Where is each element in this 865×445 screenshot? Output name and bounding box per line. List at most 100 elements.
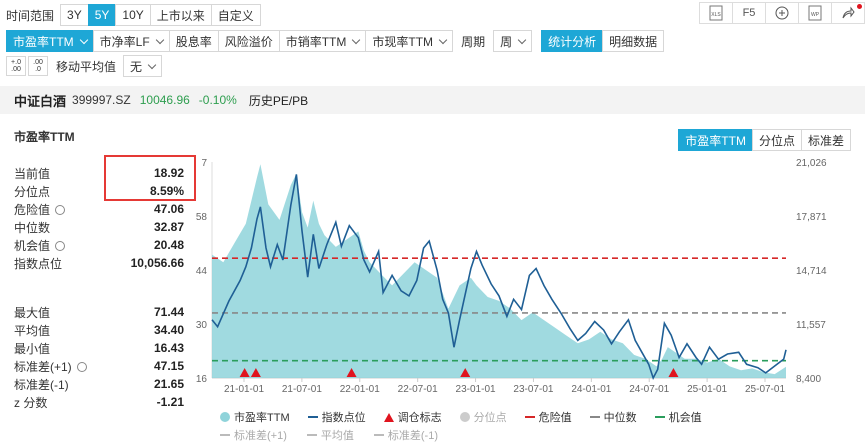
decrease-decimal-button[interactable]: .00 .0 bbox=[28, 56, 48, 76]
xls-icon: XLS bbox=[709, 5, 723, 21]
x-tick-label: 21-01-01 bbox=[224, 384, 264, 395]
svg-text:XLS: XLS bbox=[711, 12, 721, 18]
y-left-tick-label: 16 bbox=[196, 374, 208, 385]
moving-average-label: 移动平均值 bbox=[56, 59, 117, 74]
y-right-tick-label: 14,714 bbox=[796, 266, 827, 277]
gear-icon[interactable] bbox=[55, 204, 66, 215]
stat-label: 标准差(-1) bbox=[14, 377, 69, 392]
index-line-series bbox=[211, 174, 787, 381]
stat-max: 最大值 71.44 bbox=[14, 303, 184, 321]
view-stats-tab[interactable]: 统计分析 bbox=[541, 30, 604, 52]
stat-label: 标准差(+1) bbox=[14, 359, 72, 374]
legend-dash-icon bbox=[373, 434, 384, 436]
legend-rebalance[interactable]: 调仓标志 bbox=[383, 409, 442, 425]
rebalance-marker bbox=[239, 368, 250, 377]
index-mode: 历史PE/PB bbox=[248, 93, 309, 108]
x-tick-label: 22-07-01 bbox=[398, 384, 438, 395]
range-since-listing-button[interactable]: 上市以来 bbox=[149, 4, 212, 26]
plus-circle-icon bbox=[775, 6, 789, 20]
legend-index[interactable]: 指数点位 bbox=[307, 409, 366, 425]
legend-label: 危险值 bbox=[538, 412, 572, 424]
legend-pe[interactable]: 市盈率TTM bbox=[220, 409, 290, 425]
metric-dividend-yield-tab[interactable]: 股息率 bbox=[168, 30, 219, 52]
x-tick-label: 23-07-01 bbox=[513, 384, 553, 395]
metric-ps-ttm-tab[interactable]: 市销率TTM bbox=[278, 30, 367, 52]
x-tick-label: 24-01-01 bbox=[571, 384, 611, 395]
legend-std-plus[interactable]: 标准差(+1) bbox=[220, 427, 287, 443]
metric-risk-premium-tab[interactable]: 风险溢价 bbox=[217, 30, 280, 52]
share-button[interactable] bbox=[831, 2, 865, 24]
legend-mean[interactable]: 平均值 bbox=[306, 427, 354, 443]
index-info-bar: 中证白酒 399997.SZ 10046.96 -0.10% 历史PE/PB bbox=[0, 86, 865, 114]
metric-pb-lf-tab[interactable]: 市净率LF bbox=[92, 30, 170, 52]
moving-average-select[interactable]: 无 bbox=[123, 55, 163, 77]
stat-chance: 机会值 20.48 bbox=[14, 236, 184, 254]
stat-current: 当前值 18.92 bbox=[14, 164, 184, 182]
legend-label: 分位点 bbox=[473, 412, 507, 424]
stat-value: 8.59% bbox=[149, 184, 184, 198]
index-code: 399997.SZ bbox=[72, 93, 131, 107]
refresh-f5-button[interactable]: F5 bbox=[732, 2, 766, 24]
rebalance-marker bbox=[460, 368, 471, 377]
stat-value: 16.43 bbox=[153, 341, 184, 355]
x-tick-label: 21-07-01 bbox=[282, 384, 322, 395]
range-5y-button[interactable]: 5Y bbox=[87, 4, 117, 26]
wp-icon: WP bbox=[808, 5, 822, 21]
y-left-tick-label: 7 bbox=[201, 158, 207, 169]
x-tick-label: 25-07-01 bbox=[745, 384, 785, 395]
chart-tabs: 市盈率TTM 分位点 标准差 bbox=[678, 129, 851, 151]
legend-dash-icon bbox=[306, 434, 317, 436]
period-select[interactable]: 周 bbox=[493, 30, 533, 52]
stat-median: 中位数 32.87 bbox=[14, 218, 184, 236]
index-name: 中证白酒 bbox=[14, 93, 67, 109]
add-button[interactable] bbox=[765, 2, 799, 24]
stat-min: 最小值 16.43 bbox=[14, 339, 184, 357]
stat-label: z 分数 bbox=[14, 395, 48, 410]
chart-pe-tab[interactable]: 市盈率TTM bbox=[678, 129, 753, 151]
y-right-tick-label: 8,400 bbox=[796, 374, 821, 385]
legend-danger[interactable]: 危险值 bbox=[524, 409, 572, 425]
range-custom-button[interactable]: 自定义 bbox=[210, 4, 261, 26]
chart-stddev-tab[interactable]: 标准差 bbox=[800, 129, 851, 151]
gear-icon[interactable] bbox=[55, 240, 66, 251]
increase-decimal-button[interactable]: +.0 .00 bbox=[6, 56, 26, 76]
share-icon bbox=[842, 6, 855, 19]
stat-value: 21.65 bbox=[153, 377, 184, 391]
chart-percentile-tab[interactable]: 分位点 bbox=[751, 129, 802, 151]
gear-icon[interactable] bbox=[76, 361, 87, 372]
range-10y-button[interactable]: 10Y bbox=[115, 4, 151, 26]
stat-label: 机会值 bbox=[14, 238, 51, 253]
chart-legend-secondary: 标准差(+1) 平均值 标准差(-1) bbox=[220, 427, 438, 443]
legend-median[interactable]: 中位数 bbox=[589, 409, 637, 425]
legend-percentile[interactable]: 分位点 bbox=[459, 409, 507, 425]
y-left-tick-label: 30 bbox=[196, 320, 208, 331]
legend-chance[interactable]: 机会值 bbox=[654, 409, 702, 425]
legend-dash-icon bbox=[220, 434, 230, 436]
export-wp-button[interactable]: WP bbox=[798, 2, 832, 24]
stat-label: 当前值 bbox=[14, 166, 51, 181]
y-left-tick-label: 58 bbox=[196, 212, 208, 223]
stat-mean: 平均值 34.40 bbox=[14, 321, 184, 339]
legend-line-icon bbox=[307, 416, 318, 418]
legend-label: 平均值 bbox=[320, 430, 354, 442]
index-change: -0.10% bbox=[198, 93, 237, 107]
stat-label: 中位数 bbox=[14, 220, 51, 235]
range-3y-button[interactable]: 3Y bbox=[60, 4, 89, 26]
chart-legend: 市盈率TTM 指数点位 调仓标志 分位点 危险值 中位数 机会值 bbox=[220, 409, 702, 425]
legend-label: 中位数 bbox=[603, 412, 637, 424]
x-tick-label: 23-01-01 bbox=[456, 384, 496, 395]
x-tick-label: 22-01-01 bbox=[340, 384, 380, 395]
legend-label: 调仓标志 bbox=[397, 412, 442, 424]
stat-std-minus: 标准差(-1) 21.65 bbox=[14, 375, 184, 393]
y-left-tick-label: 44 bbox=[196, 266, 208, 277]
view-detail-tab[interactable]: 明细数据 bbox=[602, 30, 665, 52]
export-xls-button[interactable]: XLS bbox=[699, 2, 733, 24]
legend-label: 指数点位 bbox=[321, 412, 366, 424]
highlight-box bbox=[104, 155, 196, 201]
range-label: 时间范围 bbox=[6, 8, 55, 23]
x-tick-label: 25-01-01 bbox=[687, 384, 727, 395]
metric-pcf-ttm-tab[interactable]: 市现率TTM bbox=[365, 30, 454, 52]
index-price: 10046.96 bbox=[139, 93, 190, 107]
legend-std-minus[interactable]: 标准差(-1) bbox=[373, 427, 438, 443]
metric-pe-ttm-tab[interactable]: 市盈率TTM bbox=[6, 30, 94, 52]
